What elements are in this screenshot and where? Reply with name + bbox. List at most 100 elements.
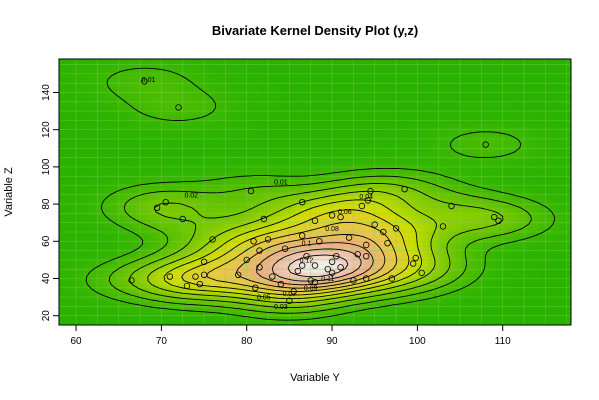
data-point [363, 275, 370, 282]
data-point [175, 104, 182, 111]
data-point [311, 262, 319, 269]
data-point [200, 258, 208, 265]
data-point [491, 213, 498, 221]
contour-line-4 [147, 190, 438, 304]
contour-line-6 [181, 209, 410, 296]
y-tick-label: 40 [41, 272, 52, 284]
contour-line-10 [271, 248, 362, 282]
data-point [337, 264, 344, 271]
contour-line-3 [129, 183, 504, 309]
data-point [307, 277, 314, 284]
data-point [363, 253, 370, 260]
data-point [294, 267, 302, 275]
contour-label: 0.02 [184, 192, 198, 199]
data-point [392, 225, 400, 232]
contour-label: 0.09 [304, 285, 318, 292]
data-point [256, 264, 263, 271]
data-point [409, 260, 417, 267]
data-point [250, 238, 257, 245]
contour-label: 0.12 [300, 257, 314, 264]
data-point [358, 202, 366, 210]
contour-label: 0.03 [274, 304, 288, 311]
data-point [311, 217, 319, 224]
data-point [299, 198, 306, 206]
contour-line-5 [163, 199, 423, 300]
data-point [328, 269, 336, 277]
y-tick-label: 120 [41, 121, 52, 138]
data-point [354, 251, 361, 258]
contour-line-9 [256, 242, 374, 286]
data-point [299, 262, 306, 269]
contour-line-1 [85, 67, 556, 321]
data-point [350, 277, 357, 284]
data-point [281, 245, 289, 252]
data-point [439, 223, 447, 230]
data-point [252, 284, 259, 291]
data-point [234, 271, 242, 278]
data-point [482, 141, 489, 148]
grid-layer [59, 59, 571, 325]
x-tick-label: 80 [241, 336, 253, 347]
data-point [247, 187, 255, 195]
data-point [418, 269, 425, 277]
data-point [264, 236, 272, 243]
x-tick-label: 60 [71, 336, 83, 347]
contour-label: 0.11 [321, 276, 334, 283]
data-point [256, 247, 263, 254]
data-point [324, 266, 331, 273]
data-point [337, 213, 344, 221]
data-point [333, 253, 340, 260]
y-tick-label: 80 [41, 198, 52, 210]
points-layer [128, 78, 502, 304]
data-point [196, 280, 203, 288]
y-tick-label: 100 [41, 158, 52, 175]
data-point [179, 215, 186, 223]
data-point [209, 236, 216, 243]
data-point [371, 221, 378, 228]
data-point [200, 271, 208, 278]
data-point [290, 288, 297, 295]
data-point [277, 280, 285, 288]
x-tick-label: 70 [156, 336, 168, 347]
contour-layer [85, 67, 556, 321]
chart-title: Bivariate Kernel Density Plot (y,z) [212, 23, 418, 38]
data-point [153, 204, 161, 211]
contour-label: 0.07 [283, 291, 297, 298]
data-point [364, 197, 372, 204]
x-axis: 60 70 80 90 100 110 [71, 325, 511, 347]
data-point [388, 275, 395, 282]
contour-label: 0.01 [274, 179, 288, 186]
data-point [448, 202, 455, 210]
contour-label: 0.06 [338, 209, 352, 216]
data-point [412, 254, 419, 262]
y-axis: 20 40 60 80 100 120 140 [41, 84, 59, 321]
y-tick-label: 60 [41, 235, 52, 247]
y-tick-label: 140 [41, 84, 52, 101]
data-point [128, 277, 135, 284]
data-point [328, 212, 336, 219]
data-point [345, 234, 353, 241]
data-point [363, 241, 370, 249]
x-axis-label: Variable Y [290, 372, 340, 384]
data-point [183, 282, 191, 290]
data-point [380, 228, 387, 236]
y-axis-label: Variable Z [3, 167, 15, 217]
data-point [367, 187, 374, 195]
data-point [162, 198, 169, 206]
data-point [141, 78, 148, 85]
contour-label: 0.08 [325, 226, 339, 233]
contour-label: 0.05 [257, 295, 271, 302]
data-point [401, 185, 408, 193]
x-tick-label: 110 [495, 336, 511, 347]
data-point [243, 256, 250, 264]
contour-label: 0.01 [142, 77, 156, 84]
x-tick-label: 100 [409, 336, 426, 347]
contour-line-11 [287, 254, 349, 278]
contour-label: 0.04 [359, 194, 373, 201]
data-point [328, 258, 336, 265]
data-point [303, 253, 310, 260]
data-point [192, 273, 199, 280]
data-point [311, 279, 319, 286]
data-point [286, 297, 293, 304]
